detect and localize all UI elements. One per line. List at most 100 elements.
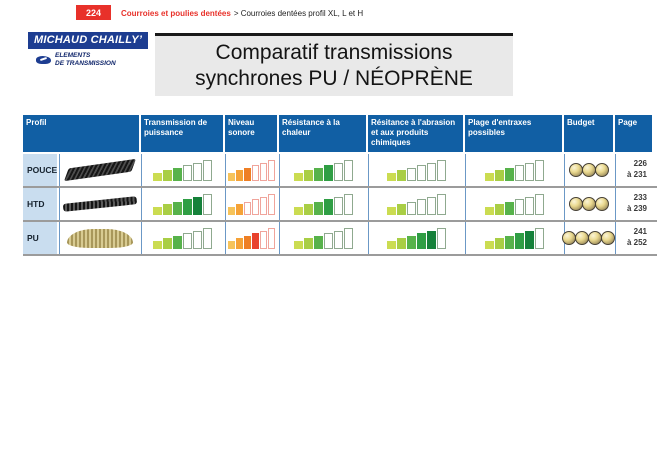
rating-bars [153,227,212,249]
rating-bar-empty [524,196,534,215]
rating-bar-filled [386,172,396,181]
rating-bar-empty [416,164,426,181]
rating-bar-filled [524,230,534,249]
rating-bar-filled [313,167,323,181]
coin-icon [575,231,589,245]
column-header-abrasion: Résitance à l'abrasion et aux produits c… [368,115,463,152]
rating-bar-empty [436,159,446,181]
rating-bar-empty [183,232,192,249]
rating-bar-filled [303,169,313,181]
rating-bar-filled [163,203,172,215]
rating-cell-sonore [225,154,277,186]
rating-bar-filled [244,167,251,181]
rating-bar-filled [484,240,494,249]
rating-bar-empty [260,196,267,215]
rating-cell-entraxes [465,222,562,254]
rating-bars [386,193,446,215]
rating-bars [228,227,275,249]
brand-name: MICHAUD CHAILLY’ [28,32,149,49]
rating-cell-transmission [141,188,223,220]
rating-bar-empty [268,193,275,215]
rating-bar-empty [426,162,436,181]
page-from: 226 [633,159,647,169]
rating-bar-empty [268,159,275,181]
rating-bar-filled [386,240,396,249]
rating-bar-filled [183,198,192,215]
rating-bar-filled [313,235,323,249]
rating-cell-abrasion [368,222,463,254]
column-header-sonore: Niveau sonore [225,115,277,152]
belt-cell [59,154,139,186]
column-header-chaleur: Résistance à la chaleur [279,115,366,152]
brand-tagline-line2: DE TRANSMISSION [55,59,116,67]
table-row: HTD 233 à 239 [23,188,657,222]
page-title: Comparatif transmissions synchrones PU /… [155,33,513,96]
rating-bar-empty [323,232,333,249]
coin-icon [581,163,596,177]
coin-icon [568,197,583,211]
column-header-budget: Budget [564,115,613,152]
rating-cell-chaleur [279,188,366,220]
column-header-entraxes: Plage d'entraxes possibles [465,115,562,152]
coin-icon [568,163,583,177]
rating-bars [153,193,212,215]
rating-bar-empty [514,164,524,181]
page-number-badge: 224 [76,5,111,20]
rating-bar-empty [203,193,212,215]
rating-cell-chaleur [279,154,366,186]
rating-bars [228,193,275,215]
rating-bar-empty [260,162,267,181]
page-from: 241 [633,227,647,237]
rating-bar-filled [504,201,514,215]
rating-bars [293,193,353,215]
belt-cell [59,188,139,220]
rating-bar-filled [153,172,162,181]
rating-bar-filled [193,196,202,215]
rating-bars [484,159,544,181]
rating-bar-filled [163,169,172,181]
coin-icon [562,231,576,245]
brand-tagline-line1: ELEMENTS [55,52,91,59]
comparison-table: Profil Transmission de puissance Niveau so… [23,115,657,256]
breadcrumb-section: Courroies et poulies dentées [121,9,231,18]
rating-bar-empty [514,198,524,215]
rating-bar-empty [193,162,202,181]
rating-cell-transmission [141,154,223,186]
rating-bar-filled [236,203,243,215]
rating-bar-filled [303,203,313,215]
rating-cell-entraxes [465,188,562,220]
budget-cell [562,222,615,254]
rating-bar-empty [343,227,353,249]
rating-bar-empty [333,162,343,181]
rating-bar-filled [153,206,162,215]
rating-bar-filled [228,206,235,215]
page-cell: 233 à 239 [615,188,652,220]
rating-bar-empty [193,230,202,249]
rating-bar-empty [524,162,534,181]
pouce-black-toothed-belt-image [63,158,136,182]
rating-bar-filled [293,206,303,215]
rating-bar-filled [494,203,504,215]
coin-icon [594,163,609,177]
rating-bar-filled [163,237,172,249]
rating-bar-filled [514,232,524,249]
rating-bar-filled [504,235,514,249]
htd-black-toothed-belt-image [62,196,137,212]
rating-bar-empty [436,193,446,215]
rating-bar-filled [228,240,235,249]
rating-bar-filled [504,167,514,181]
rating-bar-empty [252,198,259,215]
brand-tagline: ELEMENTS DE TRANSMISSION [55,52,116,68]
rating-bar-filled [494,169,504,181]
coin-icon [601,231,615,245]
coin-icon [581,197,596,211]
rating-bar-filled [153,240,162,249]
column-header-page: Page [615,115,652,152]
profil-cell: PU [23,222,57,254]
rating-bar-empty [252,164,259,181]
budget-coins [568,163,609,177]
transmission-swoosh-icon [36,55,51,64]
rating-bars [153,159,212,181]
rating-bar-empty [333,196,343,215]
pu-tan-ribbed-belt-image [66,228,133,248]
